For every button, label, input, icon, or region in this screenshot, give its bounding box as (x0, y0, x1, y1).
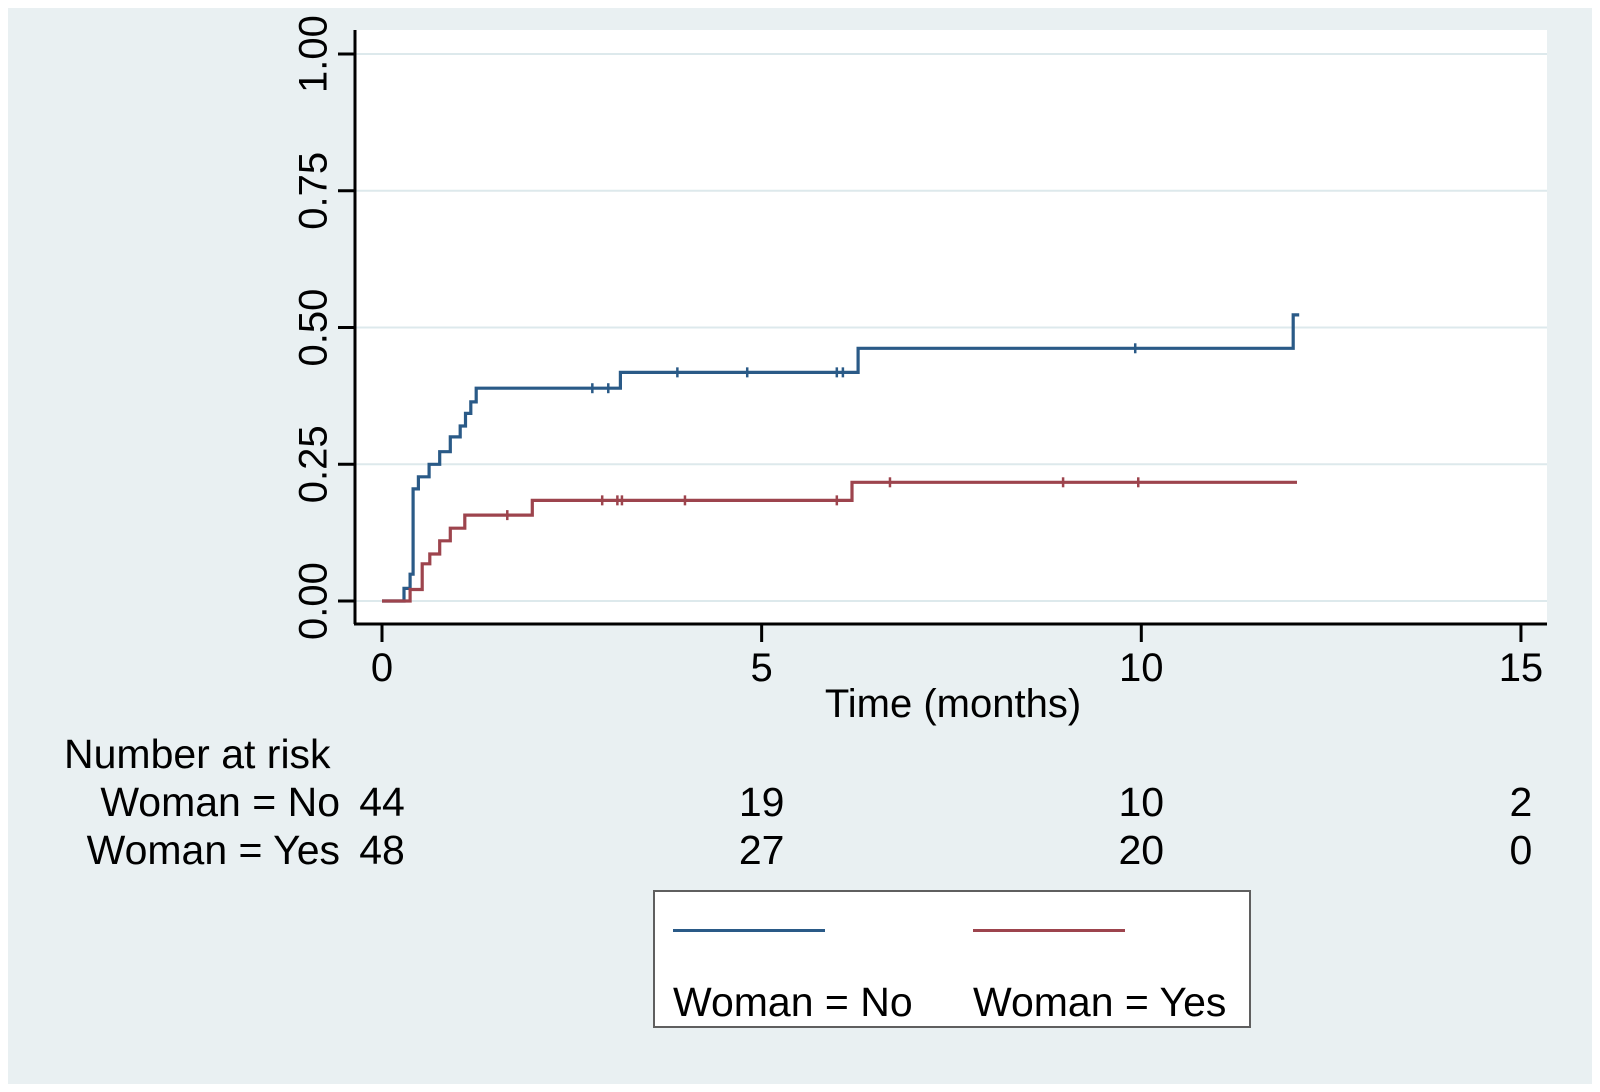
risk-table-title: Number at risk (64, 731, 331, 777)
legend-line-woman-yes (973, 929, 1125, 932)
risk-count: 44 (359, 779, 405, 825)
y-tick-label: 0.00 (292, 562, 336, 640)
risk-row: Woman = No 44 19 10 2 (0, 779, 1600, 827)
km-curve-woman-yes (382, 480, 1297, 603)
x-tick-label: 0 (371, 646, 393, 690)
y-tick-label: 0.25 (292, 425, 336, 503)
legend-line-woman-no (673, 929, 825, 932)
risk-count: 20 (1118, 827, 1165, 873)
legend-item-woman-yes: Woman = Yes (973, 892, 1226, 1026)
risk-count: 2 (1509, 779, 1533, 825)
risk-count: 0 (1509, 827, 1533, 873)
risk-count: 10 (1118, 779, 1165, 825)
x-tick-label: 5 (751, 646, 773, 690)
risk-count: 27 (738, 827, 785, 873)
risk-row: Woman = Yes 48 27 20 0 (0, 827, 1600, 875)
legend-item-woman-no: Woman = No (673, 892, 913, 1026)
risk-count: 48 (359, 827, 405, 873)
risk-row-label: Woman = No (100, 779, 340, 825)
y-tick-label: 0.50 (292, 289, 336, 367)
legend-label-woman-no: Woman = No (673, 979, 913, 1025)
legend: Woman = No Woman = Yes (653, 890, 1251, 1028)
legend-label-woman-yes: Woman = Yes (973, 979, 1227, 1025)
y-tick-label: 0.75 (292, 152, 336, 230)
y-tick-label: 1.00 (292, 15, 336, 93)
risk-count: 19 (738, 779, 785, 825)
x-axis-title: Time (months) (824, 682, 1082, 726)
x-tick-label: 10 (1119, 646, 1164, 690)
x-tick-label: 15 (1499, 646, 1544, 690)
km-curve-woman-no (382, 313, 1300, 603)
risk-row-label: Woman = Yes (86, 827, 340, 873)
